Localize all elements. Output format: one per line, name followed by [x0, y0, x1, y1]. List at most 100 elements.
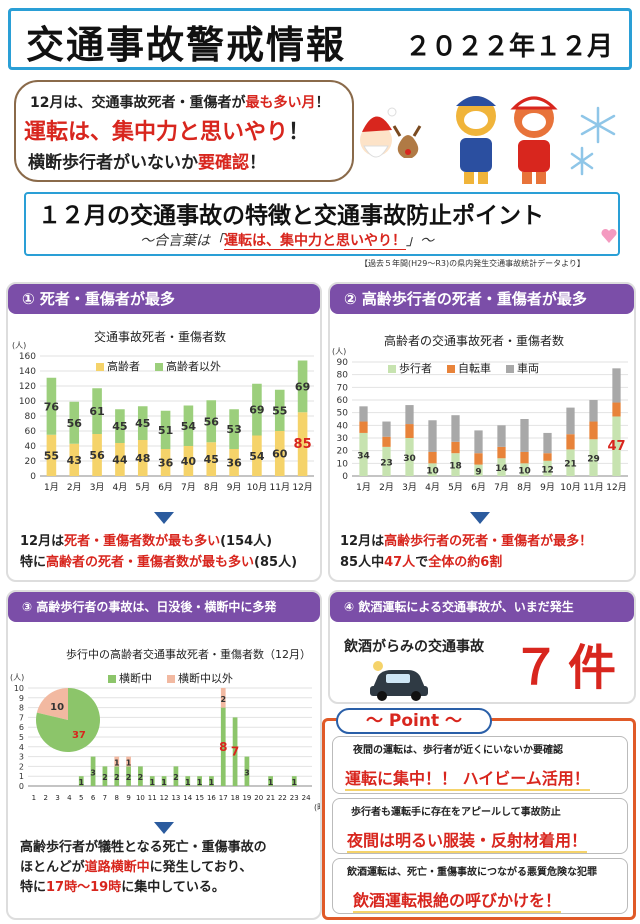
- section-title: １２月の交通事故の特徴と交通事故防止ポイント: [38, 203, 544, 229]
- arrow-down-icon: [470, 512, 490, 524]
- point-item-1-caption: 夜間の運転は、歩行者が近くにいないか要確認: [353, 745, 563, 756]
- y-axis-label: (人): [12, 341, 26, 350]
- legend-label: 高齢者: [107, 359, 140, 373]
- bar-車両: [566, 407, 575, 435]
- data-label: 3: [244, 768, 250, 777]
- data-label: 1: [185, 778, 191, 787]
- data-label: 23: [380, 458, 393, 468]
- y-tick-label: 0: [342, 472, 348, 482]
- x-tick-label: 10月: [247, 482, 267, 493]
- chart2-title: 高齢者の交通事故死者・重傷者数: [384, 334, 565, 348]
- x-tick-label: 3月: [90, 482, 105, 493]
- data-label: 30: [403, 454, 416, 464]
- point-item-2: 歩行者も運転手に存在をアピールして事故防止 夜間は明るい服装・反射材着用！: [332, 798, 628, 854]
- bar-高齢者: [160, 449, 171, 476]
- bar-高齢者以外: [137, 406, 148, 440]
- y-tick-label: 40: [25, 442, 37, 452]
- data-label: 3: [90, 768, 96, 777]
- chart1-stacked-bar: (人) 0 20 40 60 80 100 120 140 160 55 76 1月 43 56 2月 56 61…: [12, 341, 314, 493]
- x-tick-label: 12: [160, 794, 169, 802]
- bar-高齢者以外: [297, 360, 308, 413]
- bar-高齢者以外: [92, 388, 102, 434]
- bar-車両: [589, 400, 598, 422]
- drunk-driving-count: ７件: [512, 640, 625, 696]
- x-tick-label: 20: [254, 794, 263, 802]
- x-tick-label: 23: [290, 794, 299, 802]
- data-label: 36: [226, 457, 242, 470]
- x-tick-label: 9月: [540, 482, 555, 493]
- arrow-down-icon: [154, 822, 174, 834]
- pie-label: 37: [72, 730, 86, 741]
- santa-illustration: [360, 107, 422, 158]
- x-tick-label: 14: [183, 794, 192, 802]
- x-tick-label: 8月: [204, 482, 219, 493]
- bar-高齢者: [206, 442, 217, 476]
- bar-高齢者: [92, 434, 102, 476]
- y-tick-label: 30: [337, 434, 349, 444]
- data-label: 2: [126, 773, 132, 782]
- x-tick-label: 13: [171, 794, 180, 802]
- bar-横断中: [209, 776, 214, 786]
- pie-chart: 10 37: [35, 688, 100, 752]
- data-label: 14: [495, 464, 508, 474]
- data-label: 7: [231, 745, 239, 759]
- data-label: 1: [149, 778, 155, 787]
- panel2-note2: 85人中47人で全体の約6割: [340, 555, 503, 570]
- data-label: 1: [268, 778, 274, 787]
- x-tick-label: 2: [44, 794, 48, 802]
- y-tick-label: 80: [337, 371, 349, 381]
- y-axis-label: (人): [10, 673, 24, 682]
- y-tick-label: 0: [30, 472, 36, 482]
- x-tick-label: 10: [136, 794, 145, 802]
- bar-横断中: [268, 776, 273, 786]
- data-label: 1: [291, 778, 297, 787]
- panel4-heading: ④ 飲酒運転による交通事故が、いまだ発生: [330, 592, 634, 622]
- point-item-2-caption: 歩行者も運転手に存在をアピールして事故防止: [351, 807, 561, 818]
- data-label: 45: [204, 453, 219, 466]
- y-tick-label: 70: [337, 383, 349, 393]
- legend-label: 横断中: [119, 671, 152, 685]
- x-tick-label: 2月: [67, 482, 82, 493]
- message-line2: 運転は、集中力と思いやり！: [24, 120, 311, 145]
- bar-車両: [497, 425, 506, 447]
- legend-label: 歩行者: [399, 361, 432, 375]
- data-label: 2: [173, 773, 179, 782]
- bar-横断中: [185, 776, 191, 786]
- x-tick-label: 7月: [181, 482, 196, 493]
- data-label: 8: [219, 740, 227, 754]
- bar-横断中: [102, 766, 108, 786]
- bar-高齢者以外: [229, 409, 239, 449]
- x-tick-label: 7月: [494, 482, 509, 493]
- bar-自転車: [474, 453, 483, 465]
- x-tick-label: 12月: [292, 482, 312, 493]
- data-label: 56: [67, 417, 83, 430]
- message-line1: 12月は、交通事故死者・重傷者が最も多い月！: [30, 95, 330, 111]
- bar-高齢者: [137, 440, 148, 476]
- data-label: 61: [89, 405, 104, 418]
- bar-高齢者以外: [69, 401, 80, 444]
- x-tick-label: 9月: [227, 482, 242, 493]
- bar-横断中: [220, 707, 226, 786]
- bar-車両: [405, 405, 414, 425]
- bar-歩行者: [474, 464, 483, 476]
- data-label: 2: [102, 773, 108, 782]
- message-bubble: [14, 80, 354, 182]
- x-tick-label: 1月: [44, 482, 59, 493]
- x-tick-label: 22: [278, 794, 287, 802]
- bar-自転車: [589, 421, 598, 440]
- bar-横断中: [161, 776, 167, 786]
- bar-横断中以外: [114, 756, 120, 767]
- x-tick-label: 11月: [270, 482, 290, 493]
- x-tick-label: 4月: [113, 482, 128, 493]
- bar-自転車: [612, 402, 621, 417]
- data-label: 1: [209, 778, 215, 787]
- bar-自転車: [382, 436, 391, 447]
- bar-自転車: [520, 451, 529, 464]
- data-label: 40: [181, 455, 197, 468]
- bar-車両: [520, 419, 529, 452]
- data-label: 56: [204, 415, 220, 428]
- bar-高齢者: [229, 449, 239, 476]
- bar-歩行者: [451, 453, 460, 476]
- bar-歩行者: [428, 463, 437, 476]
- legend-swatch: [155, 363, 163, 371]
